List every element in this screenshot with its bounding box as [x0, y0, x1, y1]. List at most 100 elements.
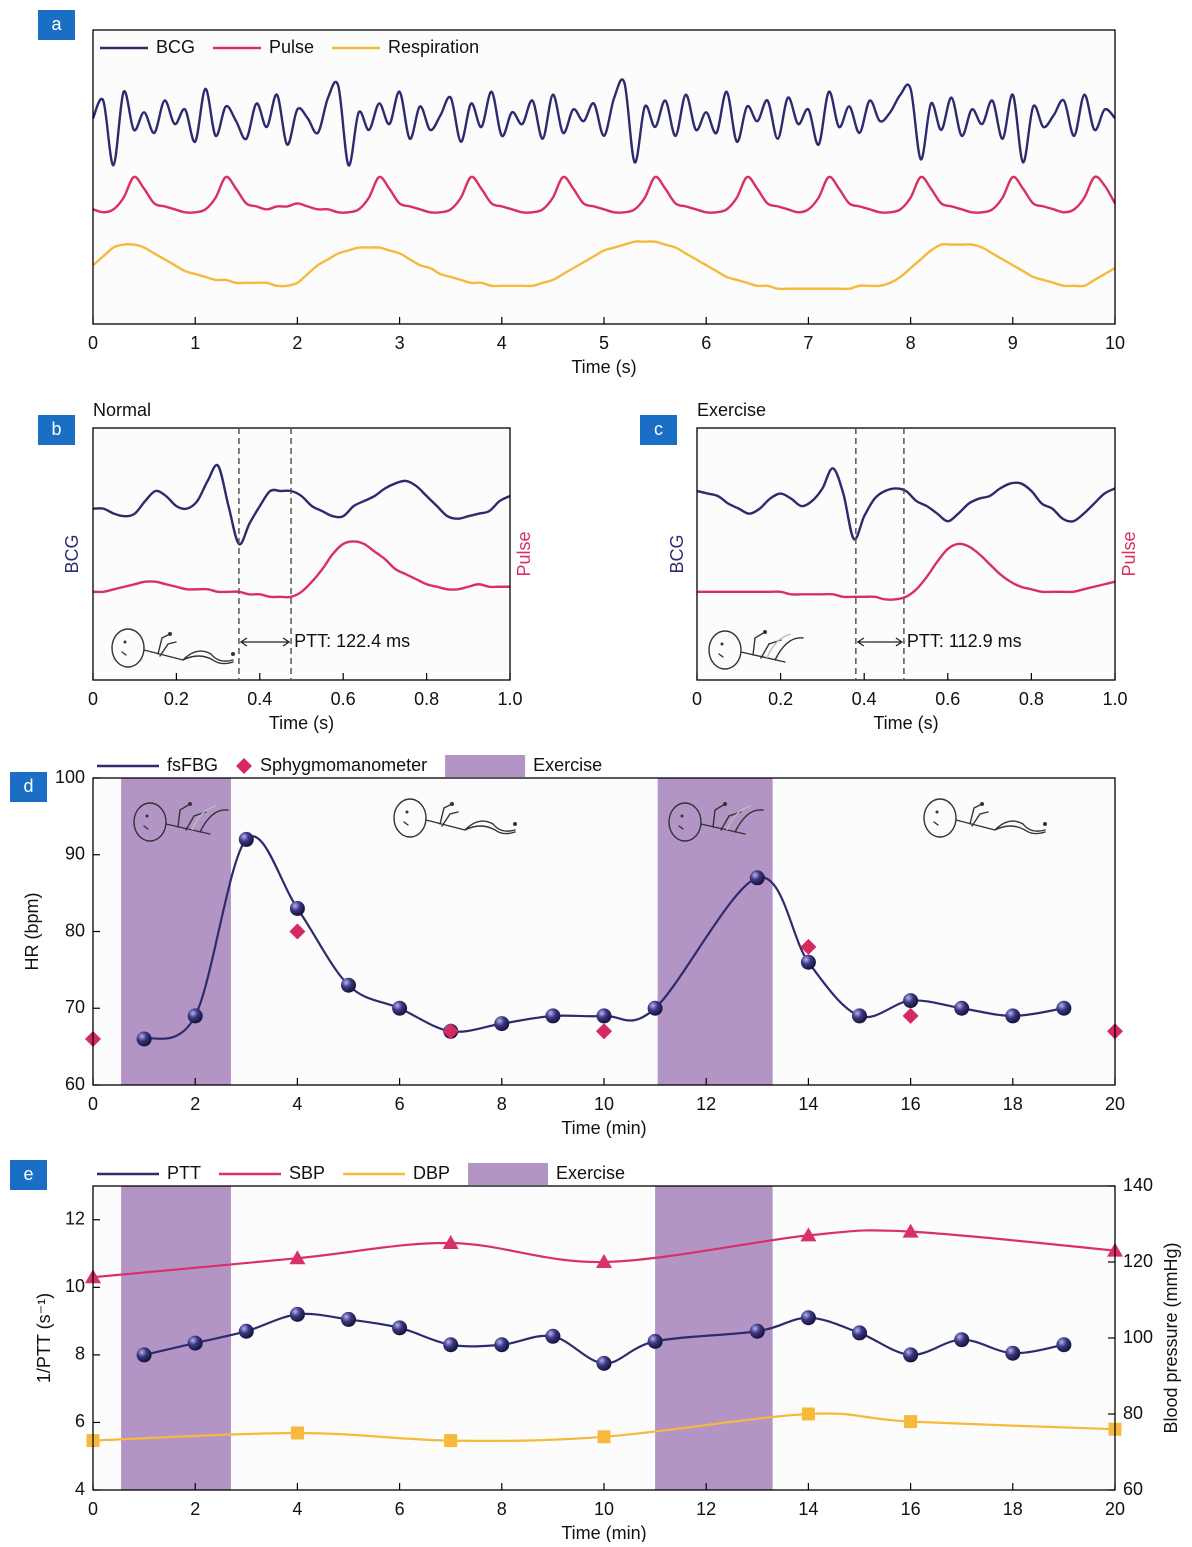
patient-icon: [718, 653, 724, 658]
ptt-arrow: [856, 637, 904, 647]
patient-icon: [700, 803, 764, 835]
x-tick-label: 0.8: [414, 689, 439, 709]
y-tick-label: 90: [65, 844, 85, 864]
x-tick-label: 16: [901, 1094, 921, 1114]
patient-icon: [121, 651, 127, 656]
y2-tick-label: 140: [1123, 1175, 1153, 1195]
x-tick-label: 1.0: [497, 689, 522, 709]
plot-area: [93, 30, 1115, 324]
x-tick-label: 0: [88, 1094, 98, 1114]
x-axis-title: Time (s): [571, 357, 636, 377]
data-point: [902, 1007, 919, 1024]
x-tick-label: 14: [798, 1499, 818, 1519]
patient-icon: [450, 802, 454, 806]
patient-icon: [111, 628, 145, 668]
panel-label-box: [10, 1160, 47, 1190]
patient-icon: [723, 802, 727, 806]
data-point: [596, 1254, 612, 1268]
x-tick-label: 6: [395, 1499, 405, 1519]
x-tick-label: 1: [190, 333, 200, 353]
patient-icon: [935, 810, 939, 814]
y2-tick-label: 100: [1123, 1327, 1153, 1347]
patient-icon: [933, 821, 939, 826]
y2-tick-label: 60: [1123, 1479, 1143, 1499]
legend-label: Exercise: [533, 755, 602, 775]
x-tick-label: 2: [292, 333, 302, 353]
x-tick-label: 2: [190, 1094, 200, 1114]
x-tick-label: 1.0: [1102, 689, 1127, 709]
patient-icon: [678, 825, 684, 830]
patient-icon: [513, 822, 517, 826]
panel-label-box: [640, 415, 677, 445]
x-tick-label: 20: [1105, 1094, 1125, 1114]
patient-icon: [980, 802, 984, 806]
x-tick-label: 0: [88, 689, 98, 709]
x-tick-label: 0.4: [852, 689, 877, 709]
data-point: [1005, 1345, 1021, 1361]
data-point: [494, 1016, 510, 1032]
y-tick-label: 10: [65, 1276, 85, 1296]
x-tick-label: 3: [395, 333, 405, 353]
patient-icon: [680, 814, 684, 818]
x-tick-label: 6: [701, 333, 711, 353]
data-point: [749, 1323, 765, 1339]
data-point: [290, 1426, 304, 1440]
series-line: [697, 542, 1116, 601]
data-point: [341, 1311, 356, 1327]
legend-label: BCG: [156, 37, 195, 57]
x-tick-label: 10: [594, 1094, 614, 1114]
y-tick-label: 60: [65, 1074, 85, 1094]
legend-label: Respiration: [388, 37, 479, 57]
plot-area: [697, 428, 1115, 680]
x-tick-label: 0: [88, 333, 98, 353]
x-tick-label: 0: [692, 689, 702, 709]
patient-icon: [668, 802, 702, 842]
data-point: [545, 1008, 561, 1024]
data-point: [392, 1320, 408, 1336]
data-point: [800, 1227, 817, 1242]
y-axis-title: BCG: [667, 534, 687, 573]
panel-title: Exercise: [697, 400, 766, 420]
patient-icon: [123, 640, 127, 644]
data-point: [136, 1347, 152, 1363]
patient-icon: [191, 805, 217, 831]
x-tick-label: 0.8: [1019, 689, 1044, 709]
data-point: [647, 1333, 663, 1349]
panel-label: d: [23, 776, 33, 796]
y-tick-label: 6: [75, 1411, 85, 1431]
x-tick-label: 4: [292, 1094, 302, 1114]
data-point: [903, 1347, 919, 1363]
legend-label: Pulse: [269, 37, 314, 57]
legend-label: Exercise: [556, 1163, 625, 1183]
y-tick-label: 4: [75, 1479, 85, 1499]
x-axis-title: Time (s): [873, 713, 938, 733]
y2-axis-title: Pulse: [1119, 531, 1139, 576]
patient-icon: [393, 798, 427, 838]
panel-title: Normal: [93, 400, 151, 420]
y-axis-title: HR (bpm): [22, 892, 42, 970]
data-point: [801, 1407, 815, 1421]
x-tick-label: 14: [798, 1094, 818, 1114]
series-line: [92, 175, 1117, 214]
patient-icon: [425, 803, 516, 835]
plot-frame: [92, 777, 1116, 1086]
data-point: [902, 1223, 919, 1238]
data-point: [852, 1008, 867, 1024]
data-point: [442, 1023, 459, 1040]
panel-label: e: [23, 1164, 33, 1184]
data-point: [1056, 1337, 1072, 1353]
data-point: [954, 1000, 970, 1016]
series-line: [92, 540, 510, 599]
x-tick-label: 4: [292, 1499, 302, 1519]
legend-swatch: [445, 755, 526, 777]
data-point: [494, 1337, 510, 1353]
legend-label: DBP: [413, 1163, 450, 1183]
x-tick-label: 10: [594, 1499, 614, 1519]
data-point: [852, 1325, 867, 1341]
data-point: [187, 1008, 203, 1024]
panel-label: b: [51, 419, 61, 439]
x-axis-title: Time (min): [561, 1523, 646, 1542]
data-point: [596, 1355, 612, 1371]
legend-label: Sphygmomanometer: [260, 755, 427, 775]
